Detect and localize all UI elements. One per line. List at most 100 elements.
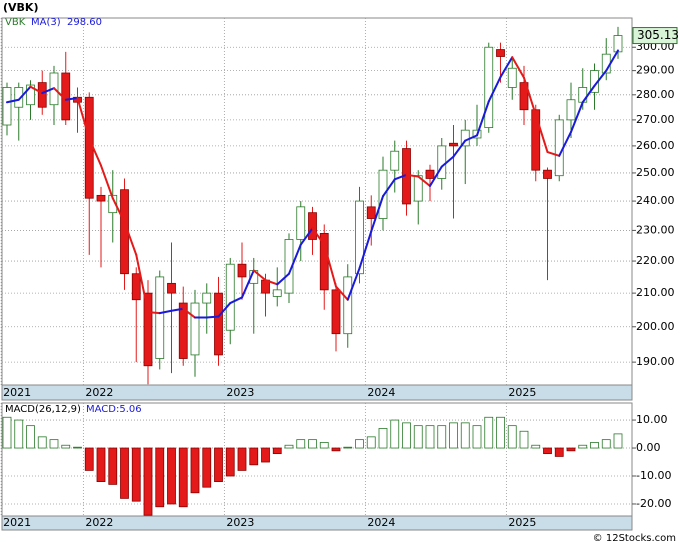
candle-body (190, 302, 200, 356)
candle-body (566, 99, 576, 121)
x-tick-label: 2023 (226, 516, 254, 529)
histogram-bar (190, 447, 200, 494)
ma-line (452, 139, 467, 158)
ma-line (464, 134, 478, 142)
ma-line (88, 137, 102, 167)
y-tick-label: 240.00 (636, 194, 675, 207)
ma-line (523, 76, 537, 116)
histogram-bar (554, 447, 564, 457)
ma-line (17, 85, 32, 101)
y-tick-label: 220.00 (636, 254, 675, 267)
candle-body (131, 273, 141, 301)
histogram-bar (402, 422, 411, 449)
histogram-bar (413, 425, 423, 449)
histogram-bar (519, 430, 529, 449)
y-tick-label: 200.00 (636, 320, 675, 333)
ma-line (534, 113, 549, 154)
candle-body (355, 200, 364, 275)
histogram-bar (613, 433, 623, 449)
candle-body (296, 206, 306, 240)
ma-line (241, 269, 255, 299)
histogram-bar (449, 422, 458, 449)
candle-body (507, 67, 517, 88)
histogram-bar (425, 425, 435, 449)
histogram-bar (566, 447, 576, 452)
histogram-bar (272, 447, 282, 455)
histogram-bar (331, 447, 341, 452)
candle-body (143, 292, 153, 367)
x-tick-label: 2022 (85, 386, 113, 399)
histogram-bar (390, 419, 400, 449)
ma-line (476, 100, 490, 137)
footer: © 12Stocks.com (593, 533, 676, 544)
x-tick-label: 2025 (508, 516, 536, 529)
histogram-bar (472, 425, 482, 449)
candle-body (378, 169, 388, 219)
histogram-bar (2, 416, 12, 449)
candle-body (519, 82, 529, 111)
x-axis-band (1, 515, 633, 531)
candle-body (366, 206, 376, 219)
ma-line (311, 227, 326, 246)
ma-line (546, 151, 561, 157)
ma-line (581, 84, 596, 104)
histogram-bar (507, 425, 517, 449)
ma-line (276, 272, 290, 286)
histogram-bar (484, 416, 494, 449)
y-tick-label: 250.00 (636, 166, 675, 179)
ma-line (217, 302, 232, 318)
ma-line (346, 267, 361, 301)
candle-body (214, 292, 223, 356)
ma-line (100, 164, 114, 200)
ma-line (358, 230, 373, 270)
histogram-bar (366, 436, 376, 449)
histogram-bar (355, 439, 364, 449)
price-label-box (632, 27, 678, 45)
legend-entry: VBK (5, 17, 26, 28)
histogram-bar (578, 444, 588, 449)
x-axis-band (1, 384, 633, 401)
ma-line (570, 101, 584, 133)
candle-body (543, 169, 552, 179)
ma-line (499, 56, 514, 79)
histogram-bar (543, 447, 552, 455)
ma-line (299, 227, 314, 246)
ma-line (288, 243, 302, 275)
candle-body (425, 169, 435, 179)
ma-line (147, 311, 161, 315)
histogram-bar (437, 425, 447, 449)
candle-body (343, 276, 353, 335)
ma-line (252, 269, 267, 282)
histogram-bar (590, 442, 599, 449)
ma-line (593, 69, 608, 87)
y-tick-label: -20.00 (636, 497, 671, 510)
y-tick-label: 290.00 (636, 64, 675, 77)
histogram-bar (178, 447, 188, 508)
candle-body (167, 282, 176, 294)
histogram-bar (26, 425, 35, 449)
ma-value-label: 298.60 (67, 17, 102, 28)
ma-line (76, 97, 91, 140)
histogram-bar (120, 447, 129, 499)
histogram-bar (296, 439, 306, 449)
histogram-bar (84, 447, 94, 471)
candle-body (531, 109, 541, 171)
candle-body (554, 119, 564, 177)
y-tick-label: 0.00 (636, 441, 661, 454)
y-tick-label: 210.00 (636, 286, 675, 299)
ma-line (158, 309, 173, 315)
histogram-bar (14, 419, 24, 449)
price-panel (1, 17, 633, 386)
histogram-bar (143, 447, 153, 516)
candle-body (390, 150, 400, 171)
y-tick-label: 270.00 (636, 113, 675, 126)
histogram-bar (261, 447, 270, 463)
x-tick-label: 2024 (367, 386, 395, 399)
ma-line (440, 155, 455, 168)
ma-line (29, 85, 44, 95)
ma-line (558, 130, 572, 157)
histogram-bar (460, 422, 470, 449)
ma-line (382, 178, 396, 198)
x-tick-label: 2022 (85, 516, 113, 529)
